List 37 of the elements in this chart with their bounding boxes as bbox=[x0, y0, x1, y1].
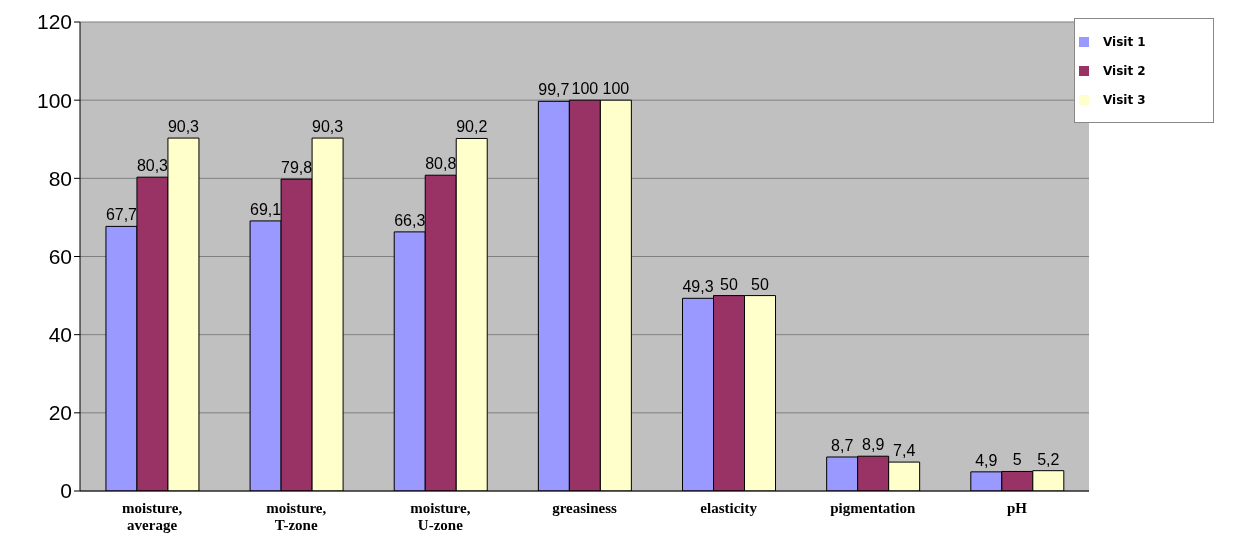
y-tick-label: 60 bbox=[48, 244, 72, 268]
data-label: 90,3 bbox=[312, 118, 344, 136]
data-label: 100 bbox=[602, 80, 630, 98]
data-label: 69,1 bbox=[250, 200, 282, 218]
data-label: 67,7 bbox=[105, 206, 138, 224]
x-tick-label: moisture, U-zone bbox=[410, 500, 471, 533]
data-label: 50 bbox=[751, 275, 770, 293]
y-tick-label: 80 bbox=[48, 166, 72, 190]
data-label: 5 bbox=[1012, 451, 1022, 469]
y-tick-label: 20 bbox=[48, 401, 72, 425]
data-label: 80,8 bbox=[425, 155, 457, 173]
x-tick-label: moisture, average bbox=[122, 500, 183, 533]
data-label: 7,4 bbox=[893, 442, 916, 460]
x-tick-label: greasiness bbox=[552, 500, 618, 516]
data-label: 50 bbox=[720, 275, 739, 293]
x-tick-label: moisture, T-zone bbox=[266, 500, 327, 533]
data-label: 5,2 bbox=[1037, 450, 1060, 468]
data-label: 79,8 bbox=[281, 159, 313, 177]
data-label: 49,3 bbox=[682, 278, 714, 296]
y-tick-label: 100 bbox=[36, 88, 72, 112]
data-label: 90,2 bbox=[456, 118, 488, 136]
legend-label: Visit 2 bbox=[1103, 64, 1146, 78]
y-tick-label: 40 bbox=[48, 323, 72, 347]
data-label: 66,3 bbox=[394, 211, 426, 229]
y-tick-label: 120 bbox=[36, 10, 72, 34]
data-label: 4,9 bbox=[975, 451, 998, 469]
y-tick-label: 0 bbox=[60, 479, 72, 503]
x-tick-label: elasticity bbox=[700, 500, 758, 516]
data-label: 100 bbox=[571, 80, 599, 98]
data-label: 90,3 bbox=[167, 118, 200, 136]
data-label: 8,7 bbox=[831, 437, 854, 454]
legend-label: Visit 1 bbox=[1103, 35, 1146, 49]
data-label: 99,7 bbox=[538, 81, 570, 99]
x-tick-label: pH bbox=[1006, 500, 1028, 516]
data-label: 8,9 bbox=[862, 436, 885, 454]
x-tick-label: pigmentation bbox=[830, 500, 916, 516]
legend-label: Visit 3 bbox=[1103, 93, 1146, 107]
